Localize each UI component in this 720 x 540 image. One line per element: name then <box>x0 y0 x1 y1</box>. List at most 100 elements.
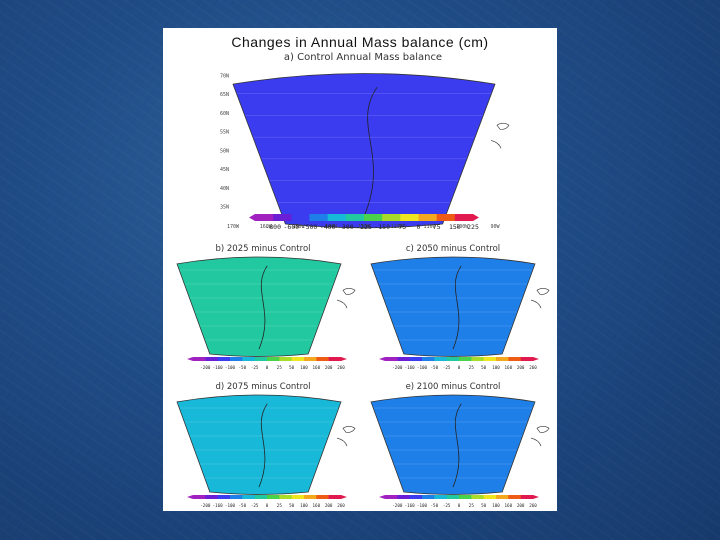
colorbar-swatch-b <box>205 357 219 361</box>
colorbar-arrow-right-c <box>533 357 539 361</box>
colorbar-label-a: -400 <box>320 223 336 231</box>
colorbar-label-a: 75 <box>433 223 441 231</box>
coastline-e <box>452 403 462 488</box>
colorbar-swatch-a <box>436 214 456 221</box>
colorbar-swatch-a <box>382 214 401 221</box>
colorbar-swatch-d <box>328 495 342 499</box>
colorbar-arrow-left-d <box>187 495 193 499</box>
map-field-c <box>371 256 535 357</box>
colorbar-swatch-a <box>291 214 310 221</box>
colorbar-label-d: 25 <box>277 503 283 508</box>
figure-title: Changes in Annual Mass balance (cm) <box>231 34 489 50</box>
colorbar-swatch-b <box>316 357 330 361</box>
colorbar-swatch-c <box>422 357 435 361</box>
colorbar-label-a: -600 <box>284 223 300 231</box>
colorbar-swatch-b <box>242 357 256 361</box>
lon-label-a: 150W <box>292 224 305 230</box>
colorbar-swatch-c <box>459 357 472 361</box>
colorbar-swatch-e <box>434 495 448 499</box>
colorbar-arrow-right-b <box>341 357 347 361</box>
lat-label-a: 55N <box>220 130 229 136</box>
colorbar-label-e: 25 <box>469 503 475 508</box>
lon-label-a: 170W <box>227 224 240 230</box>
colorbar-label-b: -200 <box>200 365 211 370</box>
colorbar-swatch-b <box>193 357 206 361</box>
colorbar-label-c: 25 <box>469 365 475 370</box>
lat-label-a: 65N <box>220 92 229 98</box>
colorbar-label-a: -75 <box>394 223 406 231</box>
lon-label-a: 100W <box>456 224 469 230</box>
colorbar-arrow-right-d <box>341 495 347 499</box>
colorbar-label-e: -160 <box>405 503 416 508</box>
colorbar-label-d: 100 <box>300 503 308 508</box>
colorbar-swatch-d <box>267 495 280 499</box>
colorbar-arrow-left-c <box>379 357 385 361</box>
colorbar-label-a: 0 <box>417 223 421 231</box>
colorbar-swatch-d <box>217 495 231 499</box>
lakes-outline-b <box>336 288 356 309</box>
panel-c-title: c) 2050 minus Control <box>405 244 501 254</box>
colorbar-swatch-c <box>446 357 460 361</box>
colorbar-label-b: -25 <box>251 365 259 370</box>
panel-a-title: a) Control Annual Mass balance <box>283 52 443 63</box>
colorbar-label-a: -225 <box>356 223 372 231</box>
colorbar-label-a: -800 <box>265 223 281 231</box>
lakes-outline-c <box>530 288 550 309</box>
colorbar-swatch-c <box>496 357 509 361</box>
map-outline-c <box>370 256 536 357</box>
colorbar-label-b: 200 <box>325 365 333 370</box>
colorbar-swatch-e <box>459 495 472 499</box>
colorbar-label-d: 200 <box>325 503 333 508</box>
lat-label-a: 50N <box>220 148 229 154</box>
colorbar-label-b: 160 <box>313 365 321 370</box>
map-outline-e <box>370 394 536 495</box>
colorbar-swatch-c <box>397 357 411 361</box>
colorbar-label-d: 160 <box>313 503 321 508</box>
lakes-outline-d <box>336 426 356 447</box>
map-outline-b <box>176 256 342 357</box>
lon-label-a: 140W <box>325 224 338 230</box>
colorbar-label-c: 200 <box>517 365 525 370</box>
map-field-d <box>177 394 341 495</box>
colorbar-label-d: -50 <box>239 503 247 508</box>
colorbar-swatch-b <box>267 357 280 361</box>
colorbar-swatch-b <box>217 357 231 361</box>
panel-d-title: d) 2075 minus Control <box>215 382 311 392</box>
map-e <box>370 394 550 495</box>
colorbar-label-c: 260 <box>529 365 537 370</box>
colorbar-swatch-e <box>520 495 534 499</box>
colorbar-swatch-a <box>400 214 419 221</box>
colorbar-label-b: -100 <box>225 365 236 370</box>
lon-label-a: 90W <box>490 224 500 230</box>
colorbar-swatch-c <box>471 357 485 361</box>
colorbar-swatch-b <box>291 357 305 361</box>
colorbar-swatch-b <box>254 357 268 361</box>
panel-b-title: b) 2025 minus Control <box>215 244 311 254</box>
colorbar-swatch-a <box>418 214 438 221</box>
colorbar-swatch-a <box>273 214 292 221</box>
colorbar-label-d: 0 <box>266 503 269 508</box>
figure-panel: Changes in Annual Mass balance (cm) a) C… <box>163 28 557 511</box>
lon-label-a: 120W <box>391 224 404 230</box>
colorbar-label-b: 50 <box>289 365 295 370</box>
lakes-outline-a <box>490 122 510 149</box>
map-base-a <box>233 73 495 228</box>
colorbar-swatch-d <box>205 495 219 499</box>
colorbar-swatch-b <box>230 357 243 361</box>
lat-label-a: 60N <box>220 111 229 117</box>
colorbar-label-a: 150 <box>449 223 461 231</box>
colorbar-label-c: -25 <box>443 365 451 370</box>
colorbar-swatch-a <box>364 214 383 221</box>
colorbar-label-e: 260 <box>529 503 537 508</box>
colorbar-swatch-e <box>483 495 497 499</box>
colorbar-label-c: -50 <box>431 365 439 370</box>
colorbar-swatch-d <box>242 495 256 499</box>
colorbar-label-e: -25 <box>443 503 451 508</box>
colorbar-swatch-d <box>193 495 206 499</box>
colorbar-arrow-right-e <box>533 495 539 499</box>
coastline-c <box>452 265 462 350</box>
panel-e-title: e) 2100 minus Control <box>405 382 501 392</box>
colorbar-arrow-left-a <box>249 214 255 221</box>
colorbar-label-e: 50 <box>481 503 487 508</box>
colorbar-label-a: -300 <box>338 223 354 231</box>
